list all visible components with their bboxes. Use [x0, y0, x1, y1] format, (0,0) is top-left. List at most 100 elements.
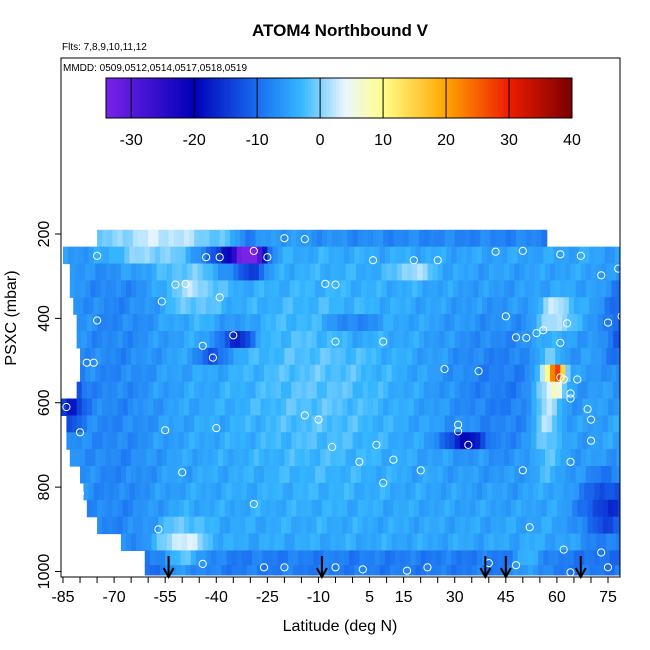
colorbar-segment — [565, 78, 570, 118]
heat-cell — [622, 449, 628, 466]
colorbar-segment — [379, 78, 383, 118]
heat-cell — [577, 381, 584, 400]
heat-cell — [326, 398, 333, 417]
heat-cell — [206, 565, 212, 576]
heat-cell — [180, 246, 187, 265]
heat-cell — [357, 398, 364, 417]
heat-cell — [228, 263, 234, 282]
heat-cell — [446, 246, 452, 265]
heat-cell — [590, 449, 597, 467]
heat-cell — [221, 550, 228, 566]
heat-cell — [206, 297, 212, 315]
heat-cell — [117, 499, 124, 518]
heat-cell — [281, 415, 287, 433]
heat-cell — [146, 263, 153, 282]
heat-cell — [270, 331, 277, 349]
heat-cell — [430, 246, 437, 265]
observation-point — [573, 375, 582, 384]
heat-cell — [459, 415, 466, 433]
heat-cell — [151, 466, 158, 484]
heat-cell — [490, 398, 497, 417]
heat-cell — [418, 398, 425, 417]
heat-cell — [272, 246, 279, 265]
heat-cell — [73, 246, 79, 265]
heat-cell — [543, 297, 549, 315]
heat-cell — [143, 398, 149, 417]
heat-cell — [391, 263, 398, 282]
heat-cell — [372, 415, 379, 433]
heat-cell — [454, 415, 461, 433]
observation-point — [215, 253, 224, 262]
heat-cell — [492, 565, 498, 576]
heat-cell — [178, 499, 185, 518]
heat-cell — [500, 398, 507, 417]
heat-cell — [504, 280, 510, 298]
heat-cell — [102, 516, 108, 535]
heat-cell — [173, 499, 180, 518]
heat-cell — [458, 449, 464, 467]
heat-cell — [478, 449, 485, 467]
heat-cell — [166, 466, 173, 484]
heat-cell — [316, 229, 323, 248]
heat-cell — [132, 331, 139, 349]
heat-cell — [587, 331, 594, 349]
heat-cell — [136, 466, 142, 484]
heat-cell — [151, 347, 158, 366]
heat-cell — [275, 314, 282, 332]
heat-cell — [602, 415, 609, 433]
heat-cell — [630, 297, 636, 314]
heat-cell — [538, 246, 544, 265]
heat-cell — [291, 499, 297, 518]
heat-cell — [243, 364, 250, 383]
heat-cell — [577, 415, 584, 433]
heat-cell — [579, 482, 585, 501]
heat-cell — [173, 331, 180, 349]
heat-cell — [211, 565, 217, 576]
heat-cell — [541, 516, 548, 535]
heat-cell — [143, 381, 149, 400]
heat-cell — [519, 449, 526, 467]
heat-cell — [202, 466, 209, 484]
heat-cell — [131, 263, 137, 282]
heat-cell — [408, 331, 415, 349]
heat-cell — [172, 533, 178, 552]
heat-cell — [277, 482, 284, 501]
heat-cell — [596, 364, 602, 383]
heat-cell — [619, 246, 620, 265]
heat-cell — [594, 297, 601, 315]
heat-cell — [437, 347, 444, 366]
colorbar-ticks: -30 -20 -10 0 10 20 30 40 — [120, 78, 581, 149]
colorbar-segment — [345, 78, 349, 118]
heat-cell — [408, 499, 415, 518]
heat-cell — [483, 533, 490, 552]
heat-cell — [189, 398, 195, 417]
heat-cell — [163, 381, 170, 400]
heat-cell — [425, 482, 432, 501]
heat-cell — [582, 331, 589, 349]
heat-cell — [277, 246, 284, 265]
heat-cell — [430, 565, 437, 576]
heat-cell — [246, 565, 253, 576]
heat-cell — [376, 533, 383, 552]
heat-cell — [80, 263, 86, 282]
colorbar-tick-label: 10 — [374, 132, 392, 149]
heat-cell — [492, 550, 498, 566]
heat-cell — [200, 565, 207, 576]
heat-cell — [74, 449, 81, 467]
heat-cell — [400, 297, 406, 315]
heat-cell — [585, 533, 592, 552]
colorbar-segment — [168, 78, 172, 118]
observation-point — [563, 319, 572, 328]
heat-cell — [572, 432, 578, 450]
colorbar-segment — [441, 78, 446, 118]
heat-cell — [200, 482, 207, 501]
heat-cell — [582, 499, 589, 518]
heat-cell — [91, 415, 98, 433]
heat-cell — [287, 246, 294, 265]
heat-cell — [575, 533, 582, 552]
heat-cell — [233, 533, 240, 552]
heat-cell — [524, 263, 531, 282]
observation-point — [331, 280, 340, 289]
heat-cell — [248, 263, 255, 282]
heat-cell — [395, 550, 401, 566]
